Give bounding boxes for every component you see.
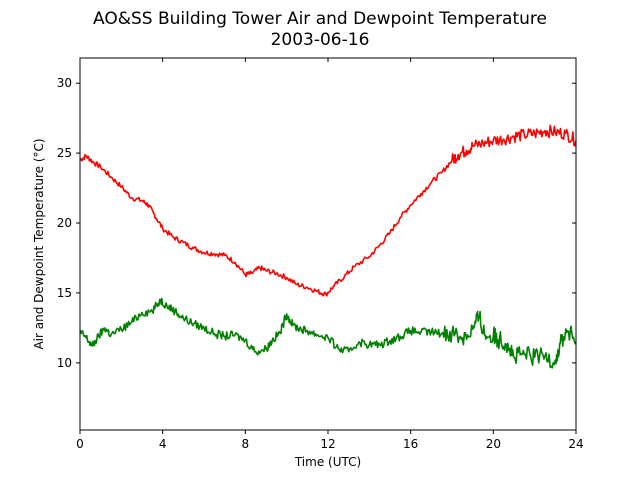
x-tick-label: 4 xyxy=(159,437,167,451)
ticks-layer: 0 4 8 12 16 20 24 10 15 20 25 30 xyxy=(57,58,584,451)
chart-title: AO&SS Building Tower Air and Dewpoint Te… xyxy=(93,9,547,29)
series-line-green xyxy=(79,297,577,369)
y-tick-label: 10 xyxy=(57,356,72,370)
series-line-red xyxy=(79,124,577,297)
y-axis-label: Air and Dewpoint Temperature (°C) xyxy=(32,138,46,349)
x-tick-label: 8 xyxy=(242,437,250,451)
x-tick-label: 0 xyxy=(76,437,84,451)
x-tick-label: 16 xyxy=(403,437,418,451)
x-tick-label: 20 xyxy=(486,437,501,451)
x-tick-label: 24 xyxy=(568,437,583,451)
x-tick-label: 12 xyxy=(320,437,335,451)
y-tick-label: 15 xyxy=(57,286,72,300)
y-tick-label: 20 xyxy=(57,216,72,230)
y-tick-label: 30 xyxy=(57,76,72,90)
series-layer xyxy=(79,124,577,369)
x-axis-label: Time (UTC) xyxy=(294,455,361,469)
chart-subtitle: 2003-06-16 xyxy=(271,30,370,50)
y-tick-label: 25 xyxy=(57,146,72,160)
